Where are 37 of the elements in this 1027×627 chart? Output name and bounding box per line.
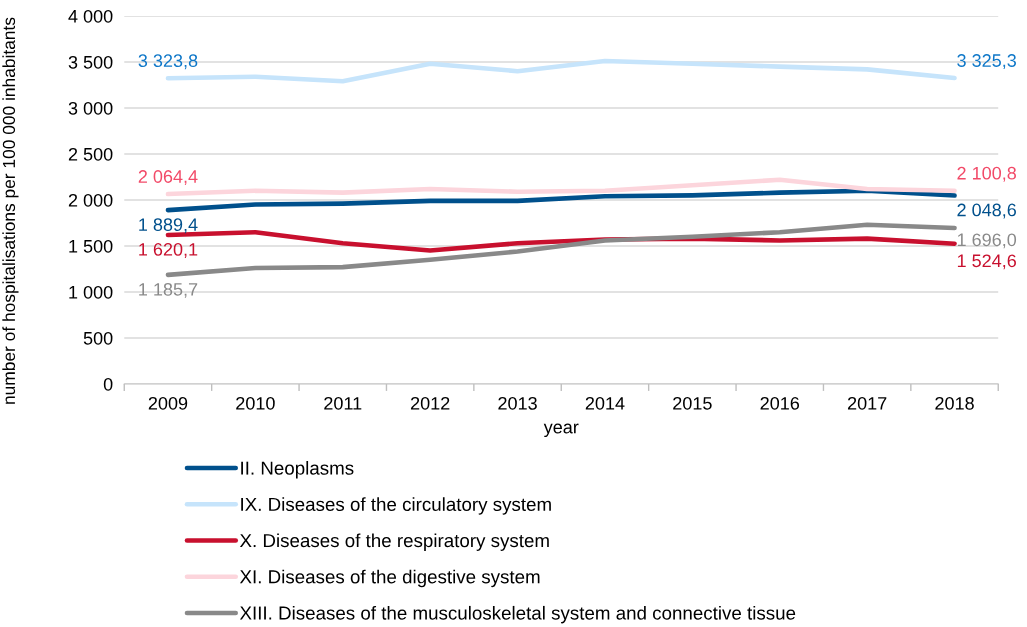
y-axis-title: number of hospitalisations per 100 000 inhabitants — [2, 17, 19, 404]
legend-label: II. Neoplasms — [241, 461, 354, 479]
legend-label: XIII. Diseases of the musculoskeletal system and connective tissue — [239, 605, 796, 624]
data-label: 2 100,8 — [957, 166, 1016, 182]
data-label: 1 524,6 — [957, 254, 1016, 270]
data-label: 2 064,4 — [138, 170, 198, 186]
y-tick-label: 2 000 — [68, 193, 113, 207]
y-tick-label: 0 — [103, 377, 113, 391]
x-tick-label: 2015 — [673, 396, 712, 410]
y-tick-label: 500 — [83, 331, 113, 345]
x-tick-label: 2016 — [760, 396, 800, 410]
x-tick-label: 2017 — [847, 396, 887, 410]
y-tick-label: 3 000 — [68, 101, 113, 115]
y-tick-label: 4 000 — [68, 9, 113, 23]
y-tick-label: 3 500 — [68, 55, 113, 69]
legend-label: XI. Diseases of the digestive system — [239, 569, 540, 588]
data-label: 2 048,6 — [957, 203, 1016, 219]
x-tick-label: 2010 — [236, 396, 275, 410]
data-label: 1 696,0 — [957, 233, 1017, 249]
data-label: 3 325,3 — [957, 54, 1016, 70]
legend-label: X. Diseases of the respiratory system — [239, 533, 549, 551]
data-label: 3 323,8 — [138, 54, 198, 70]
x-tick-label: 2009 — [148, 396, 188, 410]
line-series — [165, 188, 957, 213]
x-tick-label: 2014 — [585, 396, 625, 410]
data-label: 1 620,1 — [139, 242, 198, 258]
x-tick-label: 2018 — [935, 396, 974, 410]
x-tick-label: 2013 — [498, 396, 537, 410]
y-tick-label: 2 500 — [68, 147, 113, 161]
x-tick-label: 2011 — [324, 396, 362, 410]
y-tick-label: 1 500 — [69, 239, 113, 253]
x-tick-label: 2012 — [410, 396, 450, 410]
y-tick-label: 1 000 — [69, 285, 113, 299]
data-label: 1 889,4 — [139, 218, 198, 234]
data-label: 1 185,7 — [139, 282, 198, 298]
legend-label: IX. Diseases of the circulatory system — [241, 497, 551, 515]
x-axis-title: year — [543, 423, 579, 438]
